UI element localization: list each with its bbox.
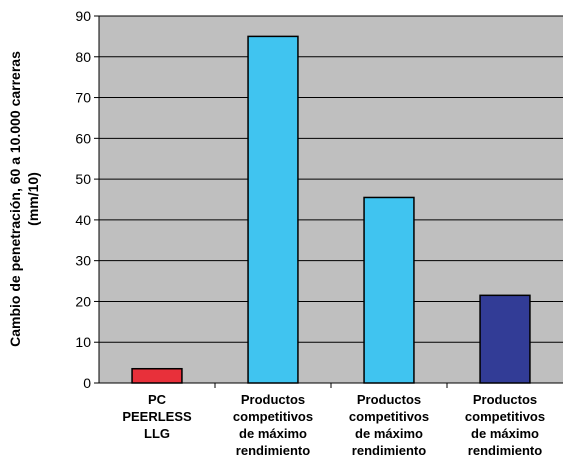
x-category-label: Productos competitivos de máximo rendimient… bbox=[349, 392, 429, 458]
x-category-label: PC PEERLESS LLG bbox=[122, 392, 192, 441]
bars bbox=[131, 35, 531, 384]
y-tick-label: 40 bbox=[75, 212, 91, 228]
y-tick-label: 50 bbox=[75, 171, 91, 187]
bar bbox=[247, 35, 299, 384]
x-category-label: Productos competitivos de máximo rendimient… bbox=[233, 392, 313, 458]
x-axis-labels: PC PEERLESS LLG Productos competitivos de máx… bbox=[122, 383, 545, 458]
y-tick-label: 70 bbox=[75, 90, 91, 106]
y-tick-label: 30 bbox=[75, 253, 91, 269]
y-tick-label: 0 bbox=[83, 375, 91, 391]
x-category-label: Productos competitivos de máximo rendimient… bbox=[465, 392, 545, 458]
y-tick-label: 80 bbox=[75, 49, 91, 65]
y-tick-label: 10 bbox=[75, 334, 91, 350]
y-tick-label: 20 bbox=[75, 293, 91, 309]
y-axis-title-line-2: (mm/10) bbox=[25, 172, 41, 226]
bar bbox=[479, 294, 531, 384]
y-tick-label: 60 bbox=[75, 130, 91, 146]
bar bbox=[363, 196, 415, 384]
y-axis-title-line-1: Cambio de penetración, 60 a 10.000 carre… bbox=[7, 51, 23, 347]
grid-lines bbox=[99, 15, 563, 343]
y-tick-label: 90 bbox=[75, 8, 91, 24]
y-axis-ticks: 0 10 20 30 40 50 60 70 80 90 bbox=[75, 8, 99, 391]
bar bbox=[131, 367, 183, 384]
